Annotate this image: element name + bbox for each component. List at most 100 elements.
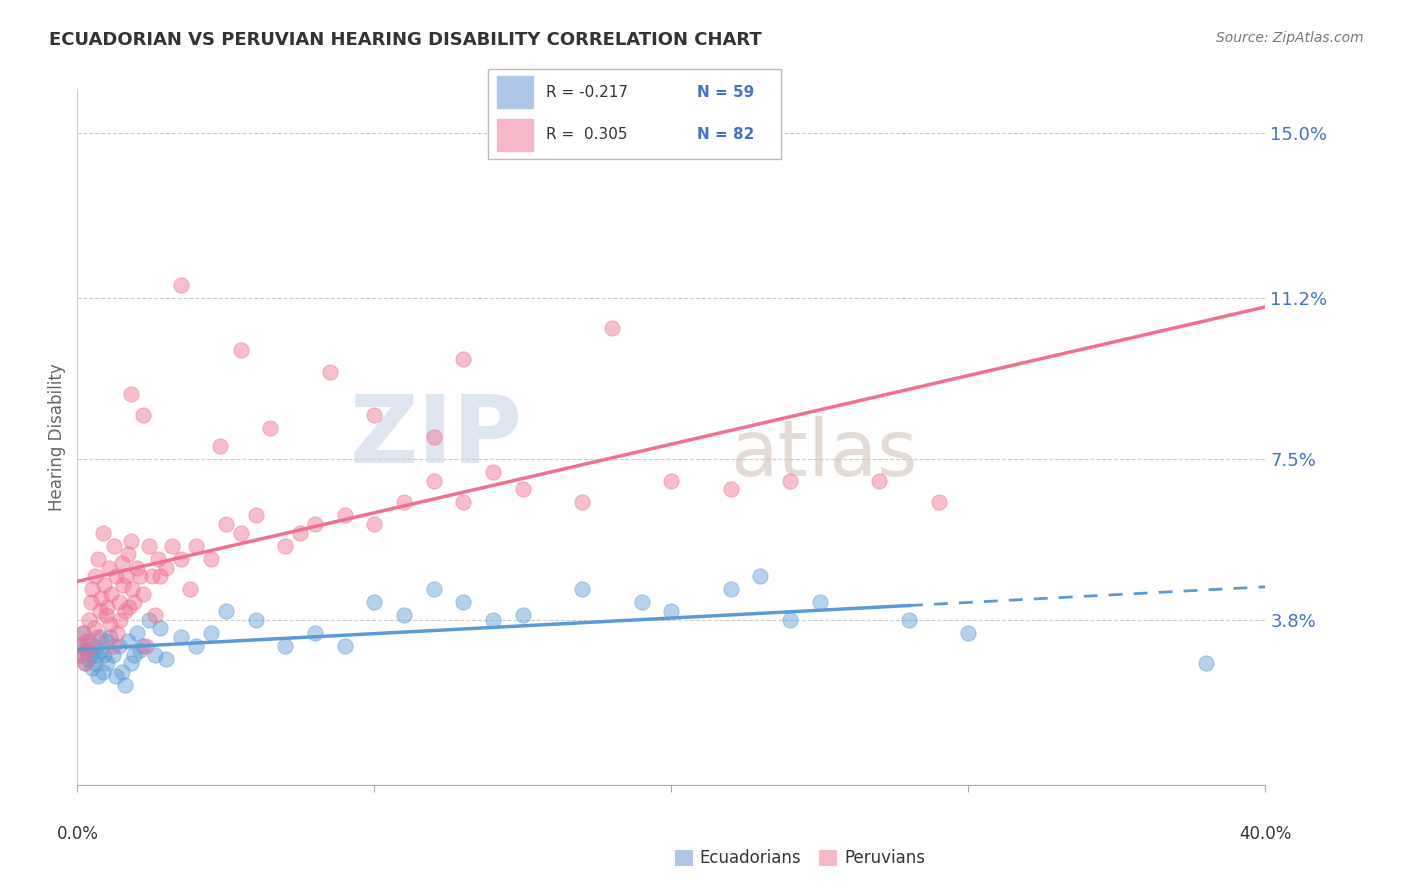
- Point: [274, 539, 297, 553]
- Point: [76, 652, 98, 666]
- Y-axis label: Hearing Disability: Hearing Disability: [48, 363, 66, 511]
- Text: N = 59: N = 59: [696, 85, 754, 100]
- Point: [89, 630, 111, 644]
- Point: [149, 569, 172, 583]
- Text: Ecuadorians: Ecuadorians: [700, 849, 801, 867]
- Point: [304, 625, 326, 640]
- Point: [957, 625, 980, 640]
- Point: [118, 599, 141, 614]
- Point: [82, 582, 104, 597]
- Point: [103, 539, 125, 553]
- Point: [117, 634, 139, 648]
- Text: R =  0.305: R = 0.305: [546, 127, 627, 142]
- Point: [75, 643, 97, 657]
- Point: [453, 595, 475, 609]
- Point: [96, 657, 118, 671]
- Point: [120, 386, 142, 401]
- Point: [186, 639, 208, 653]
- Point: [229, 525, 252, 540]
- Point: [1195, 657, 1218, 671]
- Point: [128, 569, 150, 583]
- Point: [333, 639, 356, 653]
- Point: [114, 678, 136, 692]
- Text: ECUADORIAN VS PERUVIAN HEARING DISABILITY CORRELATION CHART: ECUADORIAN VS PERUVIAN HEARING DISABILIT…: [49, 31, 762, 49]
- Point: [720, 582, 742, 597]
- Point: [749, 569, 772, 583]
- Point: [90, 643, 112, 657]
- Point: [149, 621, 172, 635]
- FancyBboxPatch shape: [488, 69, 782, 159]
- Point: [122, 648, 145, 662]
- Point: [84, 569, 107, 583]
- Point: [111, 556, 134, 570]
- Point: [122, 595, 145, 609]
- Bar: [498, 77, 533, 108]
- Point: [179, 582, 201, 597]
- Point: [112, 578, 135, 592]
- Point: [75, 634, 97, 648]
- Point: [423, 474, 446, 488]
- Point: [186, 539, 208, 553]
- Point: [245, 613, 267, 627]
- Point: [215, 604, 238, 618]
- Point: [245, 508, 267, 523]
- Point: [208, 439, 231, 453]
- Point: [571, 582, 593, 597]
- Point: [87, 669, 110, 683]
- Point: [83, 621, 105, 635]
- Point: [333, 508, 356, 523]
- Point: [84, 657, 107, 671]
- Text: Peruvians: Peruvians: [844, 849, 925, 867]
- Point: [89, 604, 111, 618]
- Point: [229, 343, 252, 357]
- Text: 0.0%: 0.0%: [56, 825, 98, 843]
- Point: [392, 495, 415, 509]
- Point: [72, 625, 94, 640]
- Point: [363, 595, 385, 609]
- Point: [143, 648, 166, 662]
- Point: [98, 630, 121, 644]
- Point: [304, 516, 326, 531]
- Point: [121, 582, 143, 597]
- Point: [720, 482, 742, 496]
- Point: [135, 639, 157, 653]
- Point: [600, 321, 623, 335]
- Point: [80, 648, 103, 662]
- Text: Source: ZipAtlas.com: Source: ZipAtlas.com: [1216, 31, 1364, 45]
- Point: [661, 474, 683, 488]
- Point: [898, 613, 921, 627]
- Point: [138, 539, 160, 553]
- Point: [104, 669, 127, 683]
- Point: [571, 495, 593, 509]
- Text: ZIP: ZIP: [350, 391, 523, 483]
- Point: [274, 639, 297, 653]
- Point: [259, 421, 281, 435]
- Point: [77, 613, 100, 627]
- Bar: [498, 120, 533, 152]
- Point: [131, 409, 153, 423]
- Point: [155, 652, 177, 666]
- Point: [155, 560, 177, 574]
- Point: [125, 560, 148, 574]
- Point: [108, 595, 131, 609]
- Point: [423, 430, 446, 444]
- Point: [170, 277, 193, 292]
- Point: [98, 617, 121, 632]
- Point: [146, 551, 169, 566]
- Point: [94, 634, 117, 648]
- Point: [482, 613, 505, 627]
- Point: [72, 625, 94, 640]
- Point: [131, 587, 153, 601]
- Point: [363, 516, 385, 531]
- Point: [83, 639, 105, 653]
- Point: [70, 648, 93, 662]
- Point: [200, 625, 222, 640]
- Point: [125, 625, 148, 640]
- Point: [90, 591, 112, 605]
- Point: [808, 595, 831, 609]
- Point: [97, 560, 120, 574]
- Point: [114, 604, 136, 618]
- Point: [482, 465, 505, 479]
- Point: [70, 639, 93, 653]
- Point: [512, 482, 534, 496]
